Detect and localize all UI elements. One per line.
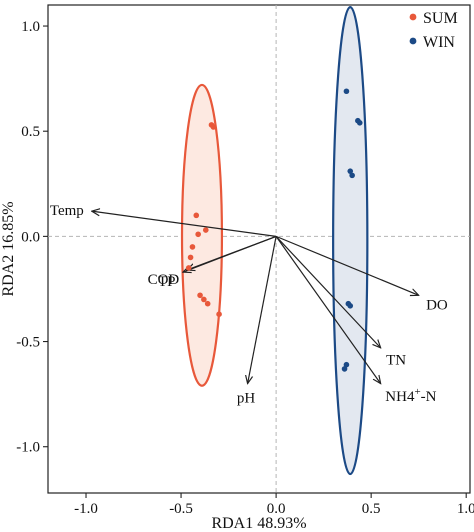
x-tick-label: 1.0 [457, 501, 474, 517]
vector-arrow-tp [183, 235, 277, 272]
vector-label-do: DO [426, 297, 448, 313]
y-tick-label: 0.0 [21, 229, 40, 245]
point-sum-11 [216, 311, 222, 318]
point-win-4 [349, 172, 355, 179]
point-sum-9 [201, 296, 207, 303]
y-axis-label: RDA2 16.85% [0, 201, 17, 296]
vector-label-nh4: NH4+-N [385, 386, 436, 405]
point-sum-1 [210, 124, 217, 130]
sample-points [185, 88, 363, 372]
point-sum-5 [189, 244, 196, 250]
point-sum-2 [193, 212, 200, 219]
vector-label-tn: TN [386, 353, 406, 369]
point-win-6 [347, 302, 354, 309]
vector-arrow-tn [275, 235, 381, 347]
vector-arrow-do [275, 235, 419, 295]
x-tick-label: -0.5 [169, 501, 193, 517]
point-win-7 [343, 361, 350, 368]
legend-sum-marker [409, 13, 417, 21]
point-win-2 [356, 119, 363, 126]
vector-label-superscript: + [414, 386, 420, 398]
vector-label-ph: pH [237, 390, 256, 406]
point-win-0 [343, 88, 350, 95]
legend-win-label: WIN [423, 34, 455, 51]
point-sum-10 [204, 300, 211, 307]
point-win-8 [341, 366, 348, 372]
legend-sum-label: SUM [423, 10, 458, 27]
legend: SUM WIN [409, 10, 458, 51]
vector-label-cod: COD [148, 272, 180, 288]
reference-lines [48, 5, 470, 493]
point-sum-7 [185, 265, 192, 271]
x-tick-label: 0.0 [267, 501, 286, 517]
vector-label-tp: TP [158, 274, 176, 290]
vector-arrow-nh4 [275, 236, 381, 383]
y-tick-label: -0.5 [16, 335, 40, 351]
x-tick-label: -1.0 [74, 501, 98, 517]
plot-area [47, 4, 471, 494]
y-tick-label: 1.0 [21, 19, 40, 35]
point-win-3 [347, 168, 354, 174]
point-sum-6 [187, 254, 194, 261]
ellipse-sum [180, 83, 224, 387]
y-tick-label: 0.5 [21, 124, 40, 140]
vector-arrow-ph [248, 236, 277, 383]
vector-label-suffix: -N [421, 389, 437, 405]
point-sum-8 [197, 292, 203, 299]
axis-ticks: -1.0 -0.5 0.0 0.5 1.0 -1.0 -0.5 0.0 0.5 1.0 [16, 19, 474, 517]
y-tick-label: -1.0 [16, 440, 40, 456]
vector-arrow-temp [92, 211, 277, 237]
ellipse-win [332, 6, 369, 476]
legend-win-marker [409, 37, 417, 45]
x-axis-label: RDA1 48.93% [211, 515, 306, 532]
vector-label-temp: Temp [50, 203, 84, 219]
point-sum-3 [202, 227, 209, 233]
x-tick-label: 0.5 [362, 501, 381, 517]
point-sum-4 [195, 231, 201, 238]
